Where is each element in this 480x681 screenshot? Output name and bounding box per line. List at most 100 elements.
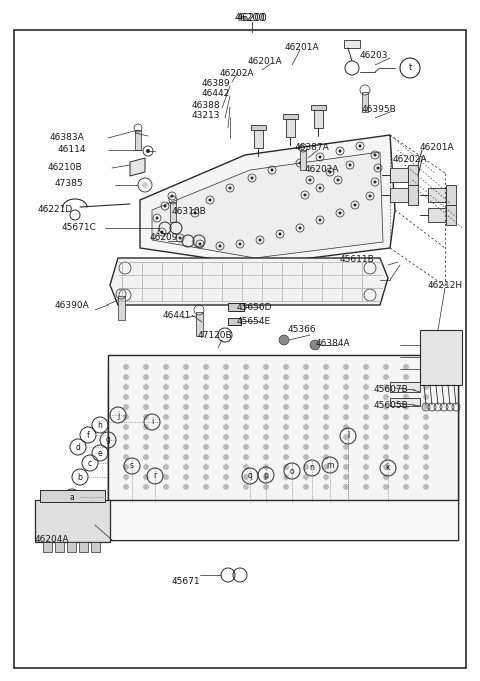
Circle shape (183, 484, 189, 490)
Circle shape (344, 434, 348, 439)
Circle shape (363, 394, 369, 400)
Circle shape (278, 232, 281, 236)
Circle shape (423, 434, 429, 439)
Circle shape (303, 193, 307, 197)
Circle shape (204, 424, 208, 430)
Circle shape (264, 475, 268, 479)
Circle shape (324, 364, 328, 370)
Circle shape (224, 415, 228, 419)
Circle shape (264, 385, 268, 390)
Text: i: i (151, 417, 153, 426)
FancyBboxPatch shape (196, 312, 203, 336)
Text: 46201A: 46201A (285, 44, 320, 52)
FancyBboxPatch shape (446, 185, 456, 205)
Circle shape (338, 212, 341, 215)
Circle shape (423, 475, 429, 479)
Circle shape (324, 415, 328, 419)
Polygon shape (152, 152, 383, 258)
Circle shape (284, 434, 288, 439)
Circle shape (423, 394, 429, 400)
Circle shape (324, 385, 328, 390)
Circle shape (183, 394, 189, 400)
Circle shape (404, 484, 408, 490)
Text: p: p (264, 471, 268, 479)
Circle shape (243, 364, 249, 370)
FancyBboxPatch shape (79, 542, 88, 552)
Text: a: a (70, 492, 74, 501)
Circle shape (404, 424, 408, 430)
Text: 45654E: 45654E (237, 317, 271, 326)
Text: 46200: 46200 (235, 13, 265, 23)
FancyBboxPatch shape (170, 202, 176, 222)
Text: l: l (347, 432, 349, 441)
FancyBboxPatch shape (390, 382, 420, 392)
Circle shape (264, 364, 268, 370)
Text: 46210B: 46210B (48, 163, 83, 172)
Circle shape (259, 238, 262, 242)
Circle shape (243, 445, 249, 449)
Circle shape (183, 445, 189, 449)
Circle shape (218, 244, 221, 247)
Circle shape (404, 394, 408, 400)
FancyBboxPatch shape (108, 387, 458, 540)
Text: 46441: 46441 (163, 311, 192, 319)
Text: 46389: 46389 (202, 80, 230, 89)
FancyBboxPatch shape (390, 398, 420, 406)
Circle shape (384, 445, 388, 449)
Circle shape (144, 454, 148, 460)
Circle shape (179, 236, 181, 240)
Text: g: g (106, 436, 110, 445)
Text: 46209: 46209 (150, 234, 179, 242)
Text: 46390A: 46390A (55, 300, 90, 309)
FancyBboxPatch shape (311, 105, 326, 110)
FancyBboxPatch shape (43, 542, 52, 552)
Circle shape (363, 484, 369, 490)
Text: 45607B: 45607B (374, 385, 409, 394)
Circle shape (363, 464, 369, 469)
Circle shape (164, 204, 167, 208)
Circle shape (243, 434, 249, 439)
Circle shape (204, 405, 208, 409)
Circle shape (144, 394, 148, 400)
Circle shape (284, 375, 288, 379)
Circle shape (243, 405, 249, 409)
Circle shape (164, 454, 168, 460)
Circle shape (344, 454, 348, 460)
Circle shape (309, 178, 312, 182)
Circle shape (204, 364, 208, 370)
Circle shape (170, 195, 173, 197)
Circle shape (224, 385, 228, 390)
Circle shape (423, 424, 429, 430)
Circle shape (384, 434, 388, 439)
Text: 46384A: 46384A (316, 338, 350, 347)
Circle shape (303, 364, 309, 370)
FancyBboxPatch shape (67, 542, 76, 552)
Circle shape (384, 464, 388, 469)
Text: b: b (78, 473, 83, 481)
FancyBboxPatch shape (300, 150, 306, 170)
FancyBboxPatch shape (108, 379, 458, 540)
Circle shape (303, 454, 309, 460)
Circle shape (243, 424, 249, 430)
Circle shape (369, 195, 372, 197)
Circle shape (264, 405, 268, 409)
Circle shape (376, 166, 380, 170)
Circle shape (204, 484, 208, 490)
Circle shape (224, 454, 228, 460)
Text: 46383A: 46383A (50, 133, 85, 142)
Circle shape (338, 150, 341, 153)
Circle shape (164, 405, 168, 409)
Circle shape (423, 484, 429, 490)
FancyBboxPatch shape (286, 119, 295, 137)
Circle shape (123, 464, 129, 469)
Circle shape (224, 364, 228, 370)
Circle shape (204, 454, 208, 460)
Text: d: d (75, 443, 81, 452)
Circle shape (204, 385, 208, 390)
Circle shape (303, 484, 309, 490)
Circle shape (423, 454, 429, 460)
Circle shape (344, 405, 348, 409)
Text: 46310B: 46310B (172, 206, 207, 215)
Text: 46202A: 46202A (305, 165, 339, 174)
Circle shape (303, 415, 309, 419)
